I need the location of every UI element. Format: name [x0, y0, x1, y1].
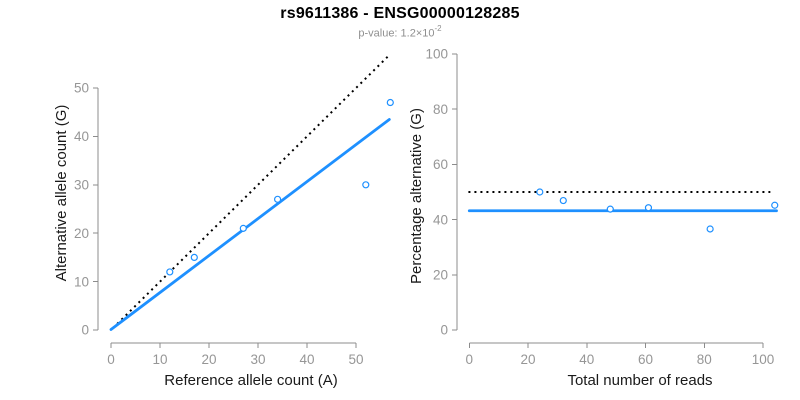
y-tick-label: 0	[440, 323, 448, 338]
y-tick-label: 20	[74, 226, 89, 241]
data-point	[386, 98, 394, 107]
data-point	[644, 204, 653, 212]
x-tick-label: 80	[697, 352, 712, 367]
p-value-text: p-value: 1.2×10	[358, 27, 435, 40]
y-tick-label: 50	[74, 81, 89, 96]
data-point	[362, 181, 370, 189]
x-tick-label: 10	[152, 352, 167, 367]
x-tick-label: 20	[201, 352, 216, 367]
y-axis-title: Alternative allele count (G)	[53, 105, 70, 282]
y-tick-label: 40	[74, 129, 89, 144]
data-point	[190, 253, 198, 261]
p-value-exponent: -2	[434, 24, 442, 33]
data-point	[559, 196, 567, 205]
y-axis-title: Percentage alternative (G)	[408, 108, 425, 284]
x-tick-label: 20	[521, 352, 536, 367]
y-tick-label: 40	[433, 212, 448, 227]
data-point	[274, 195, 282, 203]
p-value-subtitle: p-value: 1.2×10-2	[0, 24, 800, 40]
data-point	[706, 225, 714, 233]
y-tick-label: 100	[425, 47, 448, 62]
x-axis-title: Reference allele count (A)	[164, 372, 337, 389]
plot-header: rs9611386 - ENSG00000128285 p-value: 1.2…	[0, 0, 800, 40]
y-tick-label: 10	[74, 274, 89, 289]
y-tick-label: 20	[433, 268, 448, 283]
identity-line	[112, 55, 390, 329]
x-tick-label: 40	[579, 352, 594, 367]
x-tick-label: 0	[466, 352, 474, 367]
x-tick-label: 30	[250, 352, 265, 367]
data-point	[239, 224, 247, 232]
x-tick-label: 0	[107, 352, 115, 367]
allele-count-scatter: 0 10 20 30 40 50 0 10 20 30 40 50 Reference allele c…	[53, 55, 394, 389]
x-tick-label: 60	[638, 352, 653, 367]
fit-line	[109, 118, 391, 331]
y-tick-label: 60	[433, 157, 448, 172]
y-tick-label: 30	[74, 178, 89, 193]
data-point	[536, 188, 544, 196]
percentage-scatter: 0 20 40 60 80 100 0 20 40 60 80 100 Total number of …	[408, 47, 779, 389]
y-tick-label: 80	[433, 102, 448, 117]
x-tick-label: 100	[752, 352, 775, 367]
data-point	[166, 268, 174, 276]
page-title: rs9611386 - ENSG00000128285	[280, 5, 520, 22]
data-point	[606, 205, 614, 213]
x-tick-label: 40	[299, 352, 314, 367]
data-point	[771, 201, 779, 209]
y-tick-label: 0	[81, 323, 89, 338]
x-axis-title: Total number of reads	[567, 372, 712, 389]
x-tick-label: 50	[348, 352, 363, 367]
